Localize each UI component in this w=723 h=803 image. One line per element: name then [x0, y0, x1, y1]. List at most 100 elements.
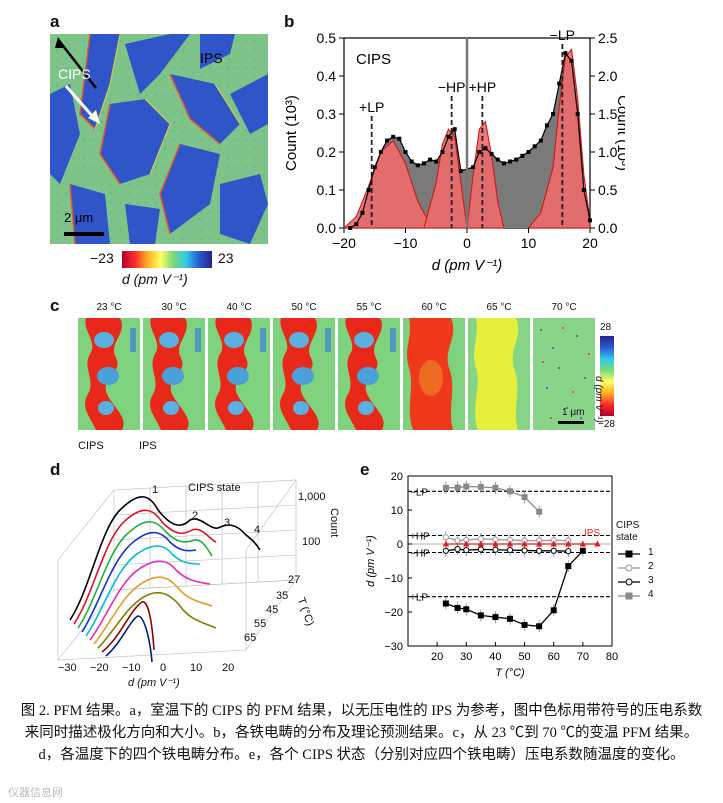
temp-label-6: 65 °C — [486, 302, 512, 313]
point-4 — [442, 484, 449, 491]
histogram-point — [385, 138, 390, 143]
histogram-point — [409, 159, 414, 164]
point-1 — [550, 607, 557, 614]
histogram-point — [575, 112, 580, 116]
panel-d-t-tick-55: 55 — [254, 618, 267, 630]
point-IPS — [477, 540, 485, 547]
pfm-strip-0 — [78, 318, 140, 430]
panel-c-label: c — [50, 296, 60, 315]
temp-label-1: 30 °C — [161, 302, 187, 313]
panel-d-x-label: d (pm V⁻¹) — [128, 677, 180, 689]
point-IPS — [535, 540, 543, 547]
histogram-point — [514, 157, 519, 162]
pfm-strip-2 — [208, 318, 270, 430]
point-1 — [521, 621, 528, 628]
x-axis-label-b: d (pm V⁻¹) — [432, 257, 502, 274]
histogram-point — [501, 161, 506, 166]
inset-label-b: CIPS — [356, 51, 391, 68]
panel-a-label: a — [50, 12, 60, 31]
point-1 — [565, 563, 572, 570]
point-3 — [565, 548, 572, 555]
point-3 — [442, 547, 449, 554]
point-1 — [492, 614, 499, 621]
cips-pointer-arrow — [64, 85, 96, 119]
histogram-point — [532, 144, 537, 149]
peak-label-3: −LP — [550, 27, 575, 43]
histogram-point — [434, 159, 439, 164]
point-3 — [454, 546, 461, 553]
point-4 — [463, 483, 470, 490]
pfm-strip-1 — [143, 318, 205, 430]
temp-label-7: 70 °C — [551, 302, 577, 313]
y-tick-label: 0.1 — [317, 182, 337, 198]
panel-d-peak-1: 1 — [152, 484, 159, 496]
legend-label-4: 4 — [648, 589, 654, 600]
histogram-point — [526, 150, 531, 154]
panel-a-colorbar — [122, 251, 212, 268]
point-IPS — [506, 540, 514, 547]
panel-c-cips-label: CIPS — [78, 440, 104, 452]
fit-peak-4 — [527, 48, 591, 229]
histogram-point — [588, 218, 592, 223]
panel-e-label: e — [360, 460, 370, 479]
histogram-point — [458, 169, 463, 173]
histogram-point — [415, 163, 420, 168]
panel-a-ips-label: IPS — [200, 50, 223, 66]
point-3 — [463, 547, 470, 554]
panel-a-colorbar-unit: d (pm V⁻¹) — [122, 271, 188, 287]
point-1 — [477, 612, 484, 619]
panel-d-count-label: Count — [328, 508, 340, 538]
histogram-point — [489, 151, 494, 156]
x-tick-label: −20 — [332, 235, 356, 251]
x-axis-label-e: T (°C) — [495, 667, 525, 679]
histogram-point — [428, 157, 433, 162]
histogram-point — [360, 210, 365, 215]
panel-d-3d-histogram — [57, 479, 297, 663]
y-axis-label-e: d (pm V⁻¹) — [365, 535, 377, 587]
histogram-point — [581, 188, 586, 192]
panel-c-colorbar — [600, 336, 614, 416]
panel-c-colorbar-max: 28 — [600, 322, 612, 333]
panel-d-x-tick-m30: −30 — [58, 662, 77, 674]
legend-item-3: 3 — [618, 575, 708, 588]
scale-bar-c — [558, 421, 584, 424]
y-tick-label-e: 20 — [391, 471, 403, 483]
point-4 — [507, 488, 513, 495]
point-1 — [579, 547, 586, 554]
series-line-2 — [445, 536, 569, 542]
panel-d-peak-3: 3 — [224, 517, 231, 529]
histogram-point — [378, 150, 383, 154]
panel-e-line-chart: −LP +HP −HP +LP 20 30 40 50 60 70 80 −30 −20 −10 0 10 20… — [365, 471, 618, 679]
point-1 — [463, 606, 470, 613]
histogram-point — [563, 51, 568, 56]
plot-frame-e — [407, 475, 613, 647]
histogram-point — [520, 153, 525, 158]
point-4 — [477, 483, 484, 490]
x-tick-label: 0 — [463, 235, 471, 251]
panel-d-title: CIPS state — [188, 482, 241, 494]
x-tick-label-e: 30 — [460, 651, 472, 663]
pfm-strip-6 — [468, 318, 530, 430]
panel-d-count-tick-1000: 1,000 — [298, 491, 326, 503]
point-IPS — [521, 540, 528, 547]
y-tick-label-e: 0 — [397, 539, 403, 551]
histogram-point — [557, 81, 562, 86]
temp-label-4: 55 °C — [356, 302, 382, 313]
ips-pointer-arrow — [59, 41, 97, 89]
x-tick-label: 20 — [582, 235, 598, 251]
point-3 — [550, 547, 557, 554]
y2-tick-label: 2.0 — [598, 68, 618, 84]
legend-item-2: 2 — [618, 561, 708, 574]
point-3 — [492, 546, 499, 553]
panel-d-x-tick-10: 10 — [190, 662, 203, 674]
panel-c-colorbar-unit: d (pm V⁻¹) — [593, 376, 604, 423]
histogram-point — [508, 159, 513, 164]
y-tick-label-e: −10 — [384, 573, 403, 585]
histogram-point — [569, 58, 574, 63]
panel-a-cips-label: CIPS — [58, 66, 91, 82]
panel-a-colorbar-min: −23 — [90, 250, 114, 266]
histogram-point — [477, 150, 482, 154]
panel-c-ips-label: IPS — [139, 440, 157, 452]
x-tick-label-e: 20 — [431, 651, 443, 663]
